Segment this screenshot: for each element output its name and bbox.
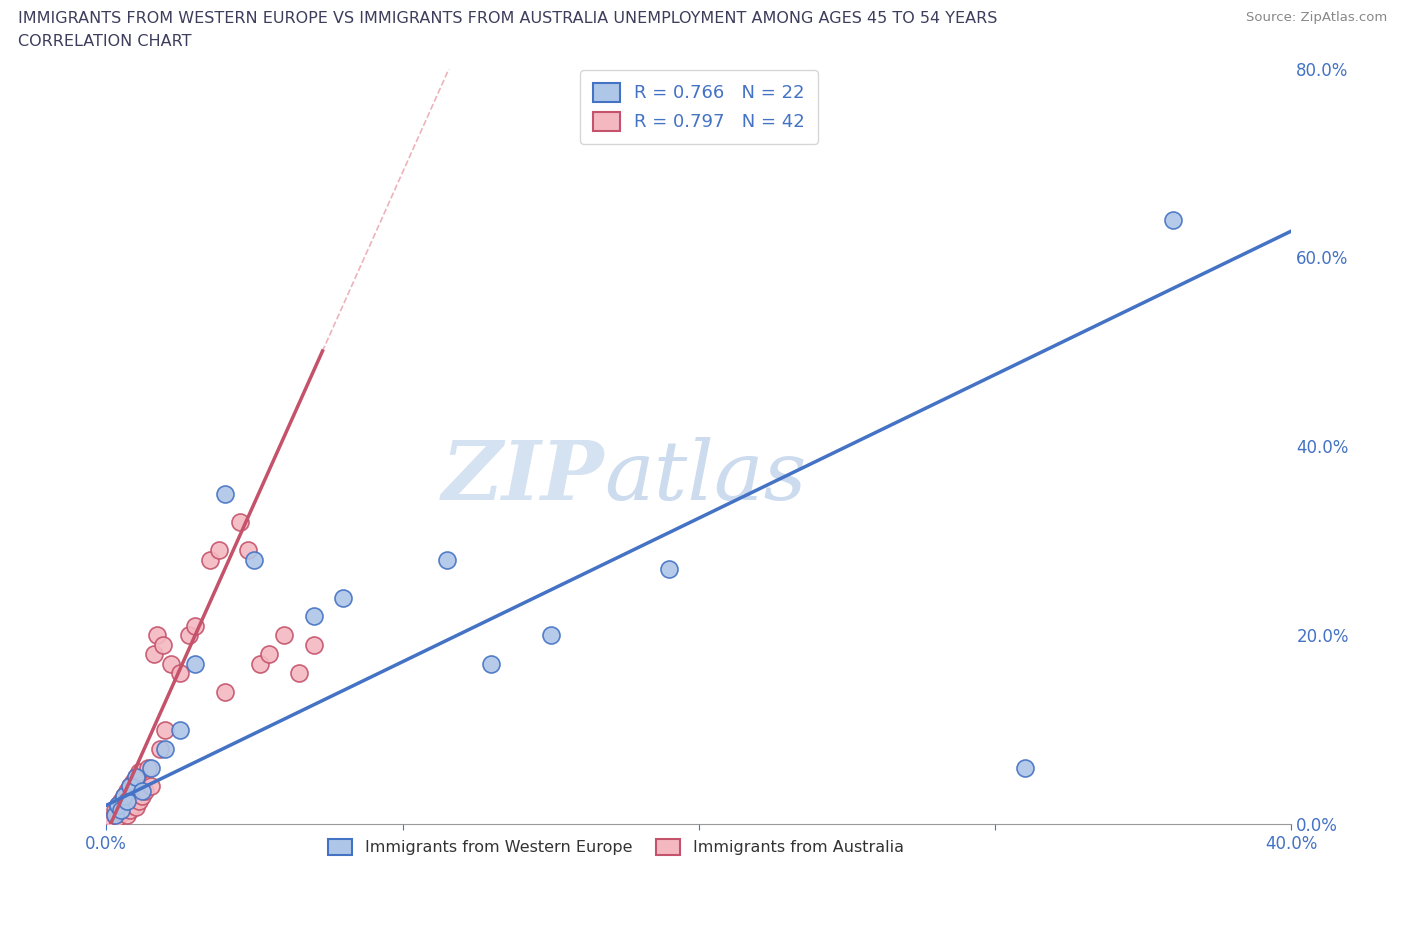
Point <box>115 793 138 808</box>
Point <box>169 666 191 681</box>
Point <box>1161 212 1184 227</box>
Point <box>128 793 150 808</box>
Point <box>139 779 162 794</box>
Text: ZIP: ZIP <box>441 436 605 516</box>
Legend: Immigrants from Western Europe, Immigrants from Australia: Immigrants from Western Europe, Immigran… <box>322 832 910 861</box>
Point <box>249 657 271 671</box>
Text: atlas: atlas <box>605 436 807 516</box>
Point <box>125 769 148 784</box>
Point <box>107 798 129 813</box>
Point <box>115 784 138 799</box>
Point <box>148 741 170 756</box>
Point <box>145 628 167 643</box>
Point <box>104 807 127 822</box>
Point <box>540 628 562 643</box>
Point <box>136 760 159 775</box>
Text: Source: ZipAtlas.com: Source: ZipAtlas.com <box>1247 11 1388 24</box>
Point <box>658 562 681 577</box>
Point <box>101 812 124 827</box>
Point <box>214 486 236 501</box>
Point <box>122 798 145 813</box>
Point <box>115 807 138 822</box>
Point <box>184 618 207 633</box>
Point <box>214 684 236 699</box>
Point <box>228 514 250 529</box>
Point <box>152 637 174 652</box>
Point <box>112 789 135 804</box>
Point <box>208 543 231 558</box>
Point <box>118 779 141 794</box>
Point <box>481 657 503 671</box>
Point <box>198 552 221 567</box>
Point <box>110 803 132 817</box>
Point <box>131 784 153 799</box>
Point <box>155 723 177 737</box>
Point <box>179 628 201 643</box>
Point <box>142 646 165 661</box>
Point <box>257 646 280 661</box>
Point <box>134 784 156 799</box>
Point <box>104 807 127 822</box>
Point <box>288 666 311 681</box>
Point <box>112 803 135 817</box>
Point <box>1014 760 1036 775</box>
Point <box>184 657 207 671</box>
Point <box>110 793 132 808</box>
Point <box>273 628 295 643</box>
Point <box>118 779 141 794</box>
Point <box>131 789 153 804</box>
Point <box>332 590 354 604</box>
Point <box>104 803 127 817</box>
Point <box>436 552 458 567</box>
Point <box>122 775 145 790</box>
Point <box>169 723 191 737</box>
Point <box>139 760 162 775</box>
Point <box>243 552 266 567</box>
Point <box>118 803 141 817</box>
Point <box>238 543 260 558</box>
Point <box>128 764 150 779</box>
Text: IMMIGRANTS FROM WESTERN EUROPE VS IMMIGRANTS FROM AUSTRALIA UNEMPLOYMENT AMONG A: IMMIGRANTS FROM WESTERN EUROPE VS IMMIGR… <box>18 11 998 26</box>
Point <box>107 798 129 813</box>
Point <box>125 769 148 784</box>
Point <box>125 800 148 815</box>
Point <box>302 637 325 652</box>
Point <box>302 609 325 624</box>
Point <box>112 789 135 804</box>
Point <box>110 805 132 820</box>
Point <box>107 809 129 824</box>
Point <box>160 657 183 671</box>
Text: CORRELATION CHART: CORRELATION CHART <box>18 34 191 49</box>
Point <box>155 741 177 756</box>
